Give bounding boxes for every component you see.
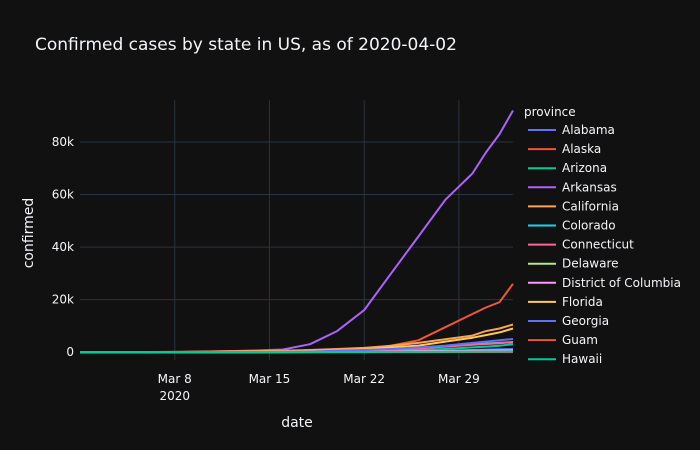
legend-item: Alabama — [528, 123, 615, 137]
legend-item: Connecticut — [528, 238, 634, 252]
y-axis-title: confirmed — [21, 198, 37, 269]
legend-label: Georgia — [562, 314, 609, 328]
y-tick-label: 20k — [52, 293, 74, 307]
y-tick-label: 60k — [52, 188, 74, 202]
legend-label: Guam — [562, 333, 598, 347]
x-tick-label: Mar 29 — [438, 372, 480, 386]
legend-label: Alabama — [562, 123, 615, 137]
legend: province Alabama Alaska Arizona Arkansas Cal… — [524, 105, 681, 366]
legend-item: Arkansas — [528, 180, 617, 194]
legend-label: California — [562, 199, 619, 213]
legend-label: Colorado — [562, 219, 616, 233]
legend-item: Colorado — [528, 219, 616, 233]
x-tick-label: Mar 22 — [343, 372, 385, 386]
legend-item: California — [528, 199, 619, 213]
legend-label: Arizona — [562, 161, 607, 175]
x-tick-sublabel: 2020 — [159, 389, 190, 403]
x-axis-title: date — [281, 415, 313, 431]
legend-label: Florida — [562, 295, 603, 309]
legend-item: Hawaii — [528, 352, 602, 366]
x-tick-label: Mar 8 — [158, 372, 192, 386]
legend-label: Arkansas — [562, 180, 617, 194]
legend-label: Delaware — [562, 257, 619, 271]
y-tick-label: 40k — [52, 240, 74, 254]
plot-area — [80, 100, 513, 360]
legend-item: Florida — [528, 295, 603, 309]
x-tick-label: Mar 15 — [249, 372, 291, 386]
legend-label: District of Columbia — [562, 276, 681, 290]
legend-item: District of Columbia — [528, 276, 681, 290]
legend-item: Alaska — [528, 142, 601, 156]
axis-ticks: 0 20k 40k 60k 80k Mar 8 2020 Mar 15 Mar 22 Mar 29 — [52, 135, 480, 403]
y-tick-label: 80k — [52, 135, 74, 149]
y-tick-label: 0 — [66, 345, 74, 359]
series-line — [80, 350, 514, 354]
legend-item: Arizona — [528, 161, 607, 175]
legend-label: Connecticut — [562, 238, 634, 252]
legend-item: Delaware — [528, 257, 619, 271]
legend-item: Georgia — [528, 314, 609, 328]
chart-title: Confirmed cases by state in US, as of 20… — [35, 35, 457, 55]
legend-label: Hawaii — [562, 352, 602, 366]
legend-item: Guam — [528, 333, 598, 347]
legend-title: province — [524, 105, 576, 119]
legend-label: Alaska — [562, 142, 601, 156]
series-lines — [80, 110, 514, 354]
